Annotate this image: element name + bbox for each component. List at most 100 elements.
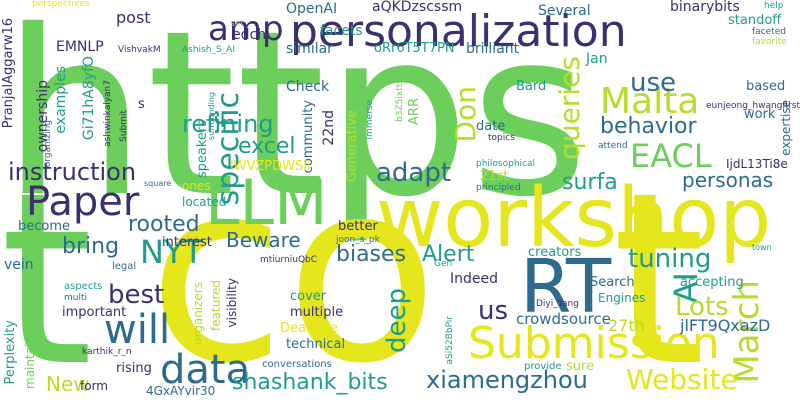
word-interest: interest xyxy=(162,235,212,250)
word-better: better xyxy=(338,219,378,234)
word-Malta: Malta xyxy=(600,81,700,122)
word-favorite: favorite xyxy=(752,37,787,47)
word-VishvakM: VishvakM xyxy=(118,45,161,55)
word-EACL: EACL xyxy=(630,137,712,175)
word-Beware: Beware xyxy=(226,228,301,252)
word-refining: refining xyxy=(182,110,274,138)
word-Generative: Generative xyxy=(345,110,360,183)
word-mtiurniuQbC: mtiurniuQbC xyxy=(260,255,318,265)
word-will: will xyxy=(104,307,171,353)
word-instruction: instruction xyxy=(8,158,137,186)
word-principled: principled xyxy=(476,183,521,193)
word-rooted: rooted xyxy=(128,212,200,237)
word-us: us xyxy=(478,296,509,326)
word-located: located xyxy=(182,195,227,209)
word-use: use xyxy=(630,68,677,98)
word-OpenAI: OpenAI xyxy=(286,1,338,17)
word-Website: Website xyxy=(626,363,738,396)
word-New: New xyxy=(46,372,90,396)
word-oRr6T5T7PN: oRr6T5T7PN xyxy=(374,41,455,56)
word-Submission: Submission xyxy=(468,318,720,369)
word-22nd: 22nd xyxy=(321,110,337,146)
word-featured: featured xyxy=(209,280,223,331)
word-ashwinkalyan7: ashwinkalyan7 xyxy=(103,80,113,147)
word-Perplexity: Perplexity xyxy=(3,320,18,385)
word-accepting: accepting xyxy=(680,275,744,290)
word-help: help xyxy=(764,1,784,11)
word-tuning: tuning xyxy=(628,244,712,274)
word-s: s xyxy=(138,97,145,112)
word-RT: RT xyxy=(520,244,612,330)
word-multiple: multiple xyxy=(290,305,344,320)
word-conversations: conversations xyxy=(262,359,332,370)
word-examples: examples xyxy=(53,66,69,134)
word-become: become xyxy=(18,219,71,234)
word-Submit: Submit xyxy=(119,110,129,142)
word-best: best xyxy=(108,280,165,310)
word-Gi71hA8yfO: Gi71hA8yfO xyxy=(81,56,97,141)
word-date: date xyxy=(476,119,506,134)
word-Diyi_Yang: Diyi_Yang xyxy=(536,299,579,309)
word-joon_s_pk: joon_s_pk xyxy=(336,235,380,245)
word-ones: ones xyxy=(182,179,211,193)
word-Ashish_S_AI: Ashish_S_AI xyxy=(182,45,235,55)
word-perspectives: perspectives xyxy=(32,0,90,9)
word-Gen: Gen xyxy=(434,259,453,269)
word-sure: sure xyxy=(566,359,595,374)
word-Paper: Paper xyxy=(26,179,140,225)
word-town: town xyxy=(752,243,772,252)
word-work: work xyxy=(744,107,776,122)
word-rising: rising xyxy=(116,361,152,376)
word-Deadline: Deadline xyxy=(280,321,338,336)
word-standoff: standoff xyxy=(728,13,782,28)
word-faceted: faceted xyxy=(752,27,786,37)
word-vein: vein xyxy=(4,257,34,273)
word-important: important xyxy=(62,305,127,320)
word-Alert: Alert xyxy=(422,242,475,267)
word-binarybits: binarybits xyxy=(670,0,740,15)
word-Jan: Jan xyxy=(586,51,608,67)
word-Check: Check xyxy=(286,79,330,95)
word-https: https xyxy=(2,0,589,247)
word-21st: 21st xyxy=(480,169,509,184)
word-LLM: LLM xyxy=(205,166,328,239)
word-27th: 27th xyxy=(608,316,645,335)
word-technical: technical xyxy=(286,337,346,352)
word-karthik_r_n: karthik_r_n xyxy=(82,347,132,357)
word-t-right: t xyxy=(612,142,706,400)
word-PranjalAggarw16: PranjalAggarw16 xyxy=(1,18,16,129)
word-philosophical: philosophical xyxy=(476,159,536,169)
word-bring: bring xyxy=(62,234,120,259)
word-4GxAYvir30: 4GxAYvir30 xyxy=(146,384,216,398)
word-organizers: organizers xyxy=(191,282,205,345)
word-surrounding: surrounding xyxy=(207,92,216,140)
word-data: data xyxy=(160,347,251,393)
word-Lots: Lots xyxy=(675,292,729,322)
word-facets-top: facets xyxy=(320,23,363,39)
word-personalization: personalization xyxy=(290,6,627,57)
word-maintain: maintain xyxy=(23,336,37,389)
word-creators: creators xyxy=(528,245,582,260)
word-topics: topics xyxy=(488,133,515,143)
word-t-left: t xyxy=(0,142,94,400)
word-form: form xyxy=(80,379,108,393)
word-aspects: aspects xyxy=(64,281,103,292)
word-workshop: workshop xyxy=(376,171,772,266)
word-queries: queries xyxy=(553,56,586,160)
word-multi: multi xyxy=(64,293,88,303)
word-deep: deep xyxy=(382,288,412,353)
word-set: set xyxy=(230,19,244,29)
word-legal: legal xyxy=(112,261,137,272)
word-square: square xyxy=(144,179,172,188)
word-cover: cover xyxy=(290,289,327,304)
word-post: post xyxy=(116,8,151,27)
word-co: co xyxy=(148,127,439,400)
word-Engines: Engines xyxy=(598,291,646,305)
word-personas: personas xyxy=(682,168,774,192)
word-Indeed: Indeed xyxy=(450,271,499,287)
word-NYT: NYT xyxy=(140,233,204,271)
word-Bard: Bard xyxy=(516,79,547,94)
word-immerse: immerse xyxy=(365,100,375,140)
word-crowdsource: crowdsource xyxy=(516,310,611,328)
